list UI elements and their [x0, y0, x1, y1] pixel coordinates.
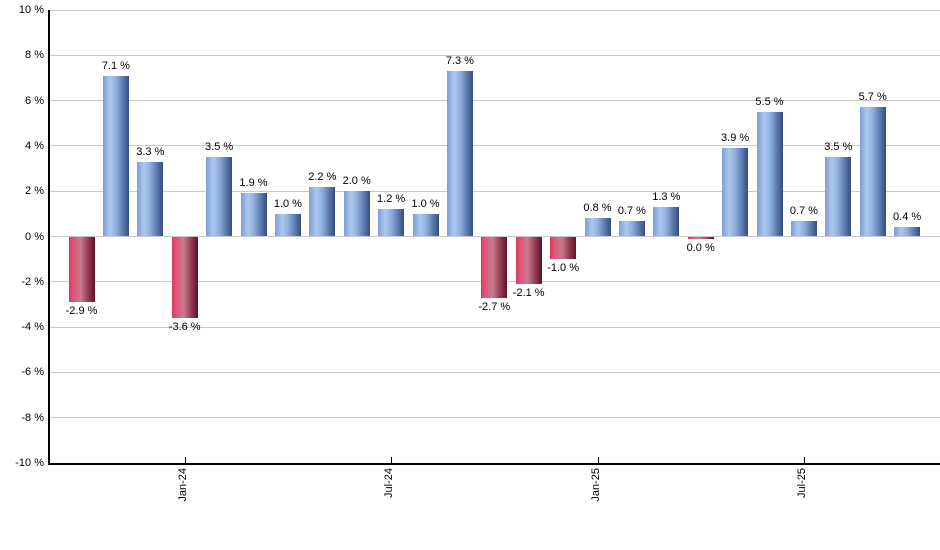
bar-value-label: 0.4 % [893, 211, 922, 224]
bar [412, 213, 439, 237]
bar [274, 213, 301, 237]
gridline [48, 326, 940, 328]
bar [171, 236, 198, 319]
bar-value-label: 7.1 % [101, 59, 130, 72]
bar [550, 236, 577, 260]
y-axis-label: -10 % [15, 457, 44, 469]
bar-value-label: -1.0 % [547, 262, 579, 275]
x-axis-tick [597, 457, 599, 465]
bar [722, 148, 749, 237]
x-axis-line [48, 463, 940, 465]
bar-value-label: 0.8 % [583, 202, 612, 215]
y-axis-line [48, 10, 50, 465]
bar [515, 236, 542, 285]
y-axis-label: 4 % [25, 139, 44, 152]
bar-value-label: 0.7 % [617, 204, 646, 217]
y-axis-label: 8 % [25, 49, 44, 62]
bar [687, 236, 714, 239]
bar-value-label: -2.7 % [478, 300, 511, 313]
bar [137, 161, 164, 237]
x-axis-label: Jan-24 [176, 468, 189, 502]
gridline [48, 100, 940, 102]
bar-value-label: 3.5 % [824, 141, 853, 154]
bar [790, 220, 817, 237]
bar [618, 220, 645, 237]
x-axis-label: Jan-25 [589, 468, 602, 502]
bar [756, 111, 783, 237]
y-axis-label: 2 % [25, 185, 44, 198]
y-axis-label: -4 % [21, 321, 44, 334]
bar [584, 218, 611, 237]
bar-value-label: -2.9 % [65, 305, 98, 318]
bar-value-label: 1.0 % [273, 197, 302, 210]
gridline [48, 417, 940, 419]
gridline [48, 190, 940, 192]
bar-value-label: 3.9 % [721, 132, 750, 145]
x-axis-tick [803, 457, 805, 465]
bar-value-label: -2.1 % [512, 287, 545, 300]
gridline [48, 371, 940, 373]
x-axis-tick [184, 457, 186, 465]
bar [68, 236, 95, 303]
y-axis-label: 10 % [18, 4, 44, 16]
bar-value-label: 0.0 % [686, 241, 715, 254]
x-axis-tick [391, 457, 393, 465]
y-axis-label: -2 % [21, 275, 44, 288]
bar [309, 186, 336, 237]
y-axis-label: 0 % [25, 230, 44, 243]
gridline [48, 145, 940, 147]
bar [859, 107, 886, 237]
bar-value-label: 7.3 % [445, 55, 474, 68]
bar-value-label: 1.2 % [377, 193, 406, 206]
bar [894, 227, 921, 237]
bar [343, 191, 370, 237]
y-axis-label: 6 % [25, 94, 44, 107]
bar-value-label: 0.7 % [789, 204, 818, 217]
bar-value-label: 1.0 % [411, 197, 440, 210]
bar [102, 75, 129, 237]
bar-value-label: 1.3 % [652, 191, 681, 204]
gridline [48, 54, 940, 56]
bar-value-label: 5.7 % [858, 91, 887, 104]
x-axis-label: Jul-24 [383, 468, 396, 498]
bar [825, 157, 852, 237]
y-axis-label: -8 % [21, 411, 44, 424]
bar [481, 236, 508, 298]
bar-value-label: 1.9 % [239, 177, 268, 190]
bar-value-label: 2.2 % [308, 170, 337, 183]
bar-value-label: -3.6 % [168, 321, 201, 334]
bar-value-label: 5.5 % [755, 95, 784, 108]
bar-value-label: 3.3 % [136, 145, 165, 158]
bar [446, 71, 473, 237]
bar [240, 193, 267, 237]
bar [378, 209, 405, 237]
gridline [48, 9, 940, 11]
bar [206, 157, 233, 237]
y-axis-label: -6 % [21, 366, 44, 379]
bar [653, 207, 680, 237]
bar-value-label: 3.5 % [205, 141, 234, 154]
bar-value-label: 2.0 % [342, 175, 371, 188]
x-axis-label: Jul-25 [795, 468, 808, 498]
